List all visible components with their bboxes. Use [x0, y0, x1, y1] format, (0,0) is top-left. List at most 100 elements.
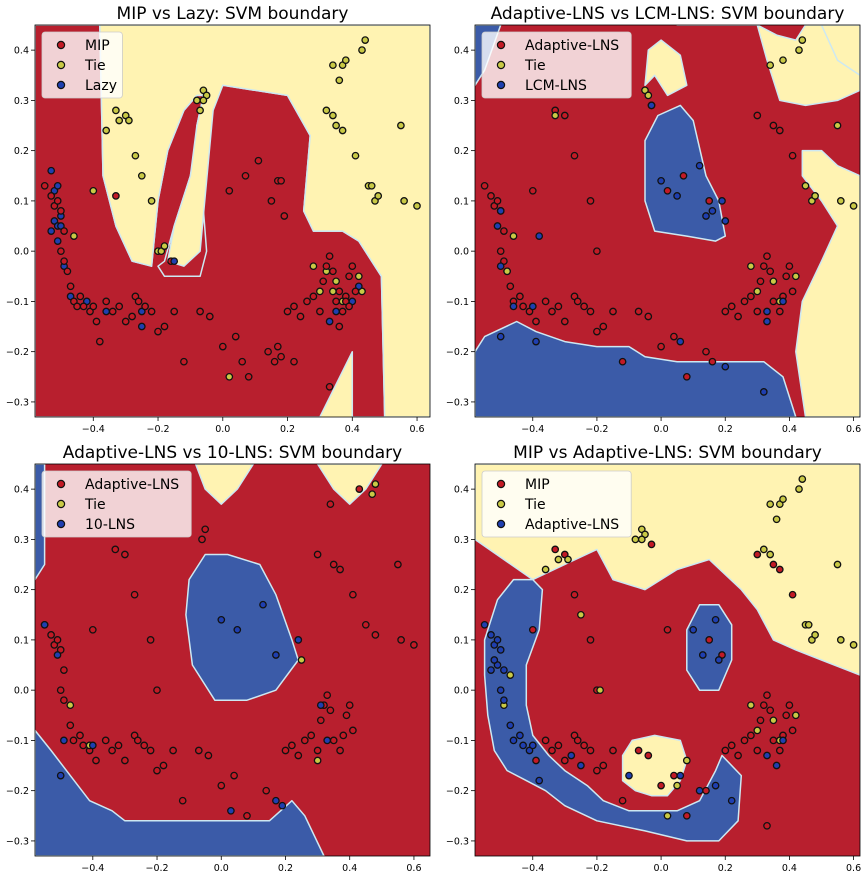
panel-adaptive-vs-10lns: −0.4 −0.2 0.0 0.2 0.4 0.6 −0.3 −0.2 −0.1 0.0 0.1 0.… — [6, 443, 431, 874]
data-point — [673, 192, 681, 200]
data-point — [516, 292, 524, 301]
data-point — [121, 317, 130, 326]
data-point — [766, 550, 775, 559]
data-point — [371, 631, 380, 639]
data-point — [657, 176, 665, 185]
y-tick-label: 0.4 — [14, 485, 29, 496]
data-point — [740, 297, 749, 306]
data-point — [586, 307, 595, 316]
data-point — [580, 741, 588, 750]
legend-label: Tie — [84, 497, 106, 513]
data-point — [721, 746, 730, 755]
data-point — [329, 287, 337, 296]
plot-area — [475, 25, 860, 417]
data-point — [759, 701, 768, 710]
x-tick-label: −0.4 — [81, 863, 104, 874]
data-point — [160, 322, 169, 331]
data-point — [779, 736, 787, 745]
data-point — [763, 751, 771, 760]
decision-region-adaptive-3 — [686, 603, 733, 691]
data-point — [204, 751, 213, 760]
data-point — [73, 302, 81, 311]
panel-mip-vs-lazy: −0.4 −0.2 0.0 0.2 0.4 0.6 −0.3 −0.2 −0.1 0.0 0.1 0.… — [6, 4, 431, 435]
data-point — [775, 126, 784, 135]
data-point — [516, 731, 524, 740]
data-point — [316, 307, 324, 316]
data-point — [329, 267, 337, 276]
data-point — [313, 550, 322, 559]
legend-label: Adaptive-LNS — [525, 517, 619, 533]
data-point — [326, 706, 335, 715]
data-point — [329, 111, 337, 120]
data-point — [618, 796, 627, 805]
data-point — [763, 252, 771, 261]
data-point — [329, 736, 338, 745]
plot-area — [35, 25, 430, 417]
data-point — [169, 746, 177, 755]
data-point — [718, 197, 726, 205]
data-point — [560, 111, 569, 120]
x-tick-label: −0.4 — [521, 863, 544, 874]
data-point — [194, 746, 203, 755]
data-point — [593, 766, 601, 775]
legend-label: Tie — [524, 58, 546, 74]
data-point — [225, 186, 234, 195]
data-point — [551, 111, 560, 120]
data-point — [115, 302, 124, 311]
axes-frame — [474, 463, 861, 857]
y-tick-label: −0.2 — [6, 786, 29, 797]
data-point — [705, 636, 714, 644]
data-point — [47, 227, 56, 235]
data-point — [394, 560, 402, 569]
data-point — [775, 565, 784, 574]
chart-title: Adaptive-LNS vs 10-LNS: SVM boundary — [63, 443, 402, 463]
data-point — [560, 317, 569, 326]
data-point — [769, 716, 778, 725]
decision-region-tie-1 — [820, 25, 860, 77]
data-point — [560, 756, 569, 765]
data-point — [313, 756, 322, 765]
series-tie — [70, 36, 421, 381]
data-point — [111, 545, 120, 554]
y-tick-label: −0.2 — [446, 786, 469, 797]
y-tick-label: 0.4 — [14, 46, 29, 57]
legend-label: Tie — [84, 58, 106, 74]
legend-marker — [496, 499, 506, 509]
y-tick-label: 0.2 — [14, 585, 29, 596]
data-point — [647, 540, 656, 549]
legend-label: Tie — [524, 497, 546, 513]
data-point — [676, 337, 685, 346]
data-point — [159, 761, 168, 770]
data-point — [281, 746, 290, 755]
x-tick-label: 0.6 — [846, 424, 861, 435]
data-point — [336, 565, 344, 574]
data-point — [325, 252, 334, 261]
data-point — [146, 636, 155, 644]
legend-marker — [56, 40, 66, 50]
data-point — [130, 590, 139, 599]
x-tick-label: −0.2 — [146, 424, 169, 435]
data-point — [506, 671, 515, 679]
x-tick-label: 0.0 — [654, 424, 669, 435]
data-point — [769, 297, 778, 306]
data-point — [644, 312, 653, 321]
data-point — [303, 297, 311, 306]
data-point — [487, 631, 495, 639]
data-point — [400, 197, 408, 205]
legend-label: MIP — [525, 477, 550, 493]
legend-marker — [496, 40, 506, 50]
data-point — [316, 287, 324, 296]
y-tick-label: 0.2 — [454, 585, 469, 596]
legend-marker — [56, 80, 66, 90]
data-point — [128, 312, 136, 321]
data-point — [108, 307, 117, 316]
x-tick-label: 0.2 — [280, 424, 295, 435]
data-point — [233, 625, 242, 634]
x-tick-label: 0.4 — [782, 863, 797, 874]
decision-region-lcm-6 — [475, 320, 797, 417]
data-point — [637, 535, 646, 544]
data-point — [698, 651, 707, 659]
data-point — [782, 272, 791, 281]
data-point — [753, 111, 762, 120]
data-point — [631, 535, 640, 544]
